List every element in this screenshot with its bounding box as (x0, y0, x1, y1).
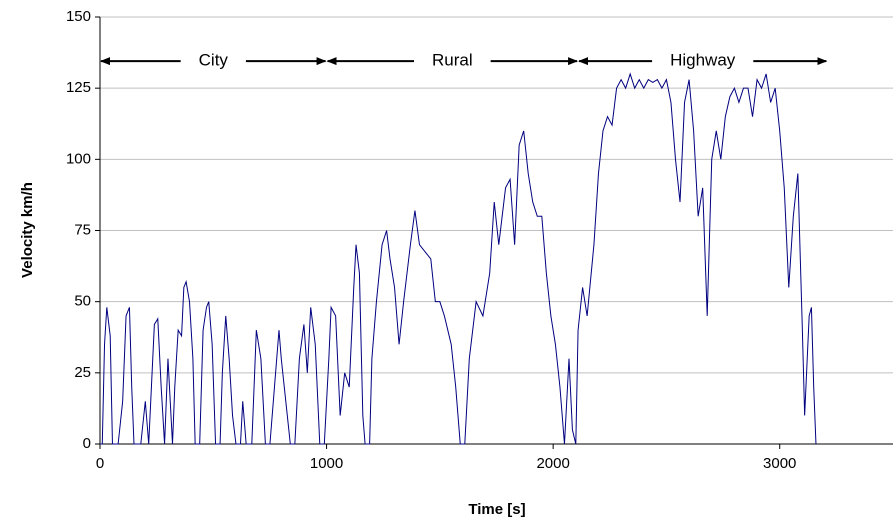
y-tick-label: 125 (66, 79, 91, 96)
y-tick-label: 100 (66, 150, 91, 167)
y-tick-label: 150 (66, 8, 91, 25)
x-tick-label: 1000 (310, 455, 343, 472)
y-tick-label: 75 (74, 221, 91, 238)
annotation-label: Highway (670, 51, 736, 70)
y-tick-label: 50 (74, 293, 91, 310)
velocity-line (100, 72, 817, 445)
annotation-label: City (199, 51, 229, 70)
y-tick-label: 0 (83, 435, 91, 452)
x-tick-label: 2000 (536, 455, 569, 472)
y-tick-label: 25 (74, 364, 91, 381)
x-tick-label: 0 (96, 455, 104, 472)
y-axis-title: Velocity km/h (19, 182, 36, 278)
x-tick-label: 3000 (763, 455, 796, 472)
annotation-label: Rural (432, 51, 473, 70)
x-axis-title: Time [s] (468, 501, 525, 518)
